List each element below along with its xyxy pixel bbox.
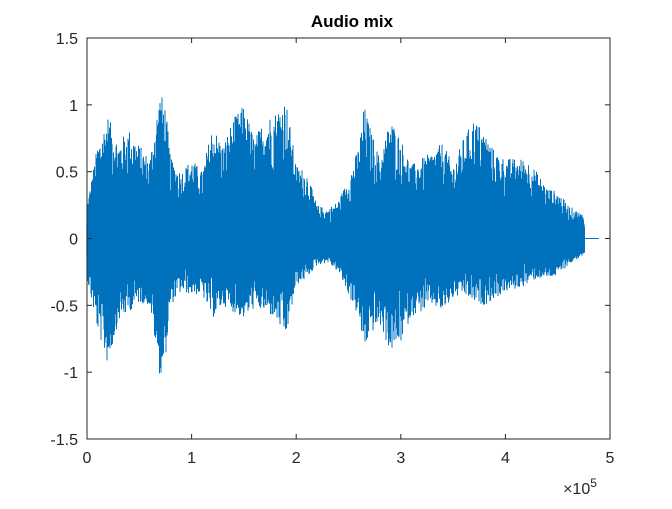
x-axis: 0 1 2 3 4 5	[83, 38, 615, 467]
y-tick-label: -0.5	[50, 298, 78, 315]
y-tick-label: -1	[64, 365, 78, 382]
x-tick-label: 1	[187, 450, 196, 467]
x-tick-label: 3	[396, 450, 405, 467]
chart-title: Audio mix	[311, 12, 394, 31]
x-tick-label: 5	[606, 450, 615, 467]
y-tick-label: 1.5	[56, 31, 78, 48]
y-tick-label: -1.5	[50, 432, 78, 449]
y-axis: -1.5 -1 -0.5 0 0.5 1 1.5	[50, 31, 610, 449]
x-axis-exponent-power: 5	[590, 476, 597, 490]
x-axis-exponent-base: ×10	[563, 481, 590, 498]
x-tick-label: 0	[83, 450, 92, 467]
x-tick-label: 4	[501, 450, 510, 467]
x-axis-exponent: ×105	[563, 476, 597, 498]
y-tick-label: 1	[69, 98, 78, 115]
x-tick-label: 2	[292, 450, 301, 467]
y-tick-label: 0	[69, 232, 78, 249]
y-tick-label: 0.5	[56, 165, 78, 182]
